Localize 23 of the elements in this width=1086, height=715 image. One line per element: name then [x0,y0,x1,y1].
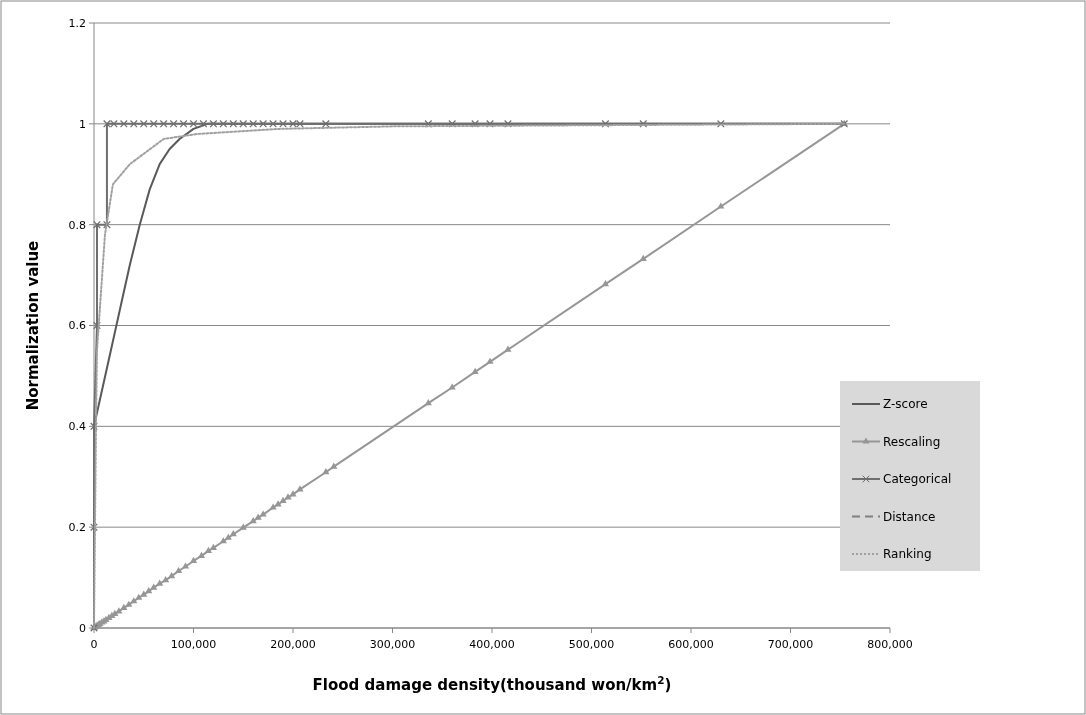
x-tick-label: 200,000 [270,638,316,651]
x-tick-label: 700,000 [767,638,814,651]
y-tick-label: 0 [79,621,86,635]
x-tick-label: 600,000 [668,638,714,651]
legend-label: Rescaling [883,434,941,449]
x-tick-label: 100,000 [170,638,217,651]
x-tick-label: 0 [90,638,98,651]
y-axis-title: Normalization value [24,240,42,411]
x-tick-label: 500,000 [568,638,615,651]
y-tick-label: 0.8 [68,218,86,232]
y-tick-label: 1.2 [68,16,86,30]
legend-label: Ranking [883,547,932,562]
legend-label: Z-score [883,397,928,412]
y-tick-label: 0.2 [68,521,86,535]
legend-label: Categorical [883,472,952,487]
legend-label: Distance [883,509,936,524]
x-tick-label: 300,000 [369,638,416,651]
y-tick-label: 0.4 [68,420,86,434]
x-axis-title: Flood damage density(thousand won/km$^{2}$) [312,674,672,694]
y-tick-label: 0.6 [68,319,86,333]
x-tick-label: 800,000 [867,638,913,651]
x-tick-label: 400,000 [469,638,515,651]
y-tick-label: 1 [79,117,86,131]
